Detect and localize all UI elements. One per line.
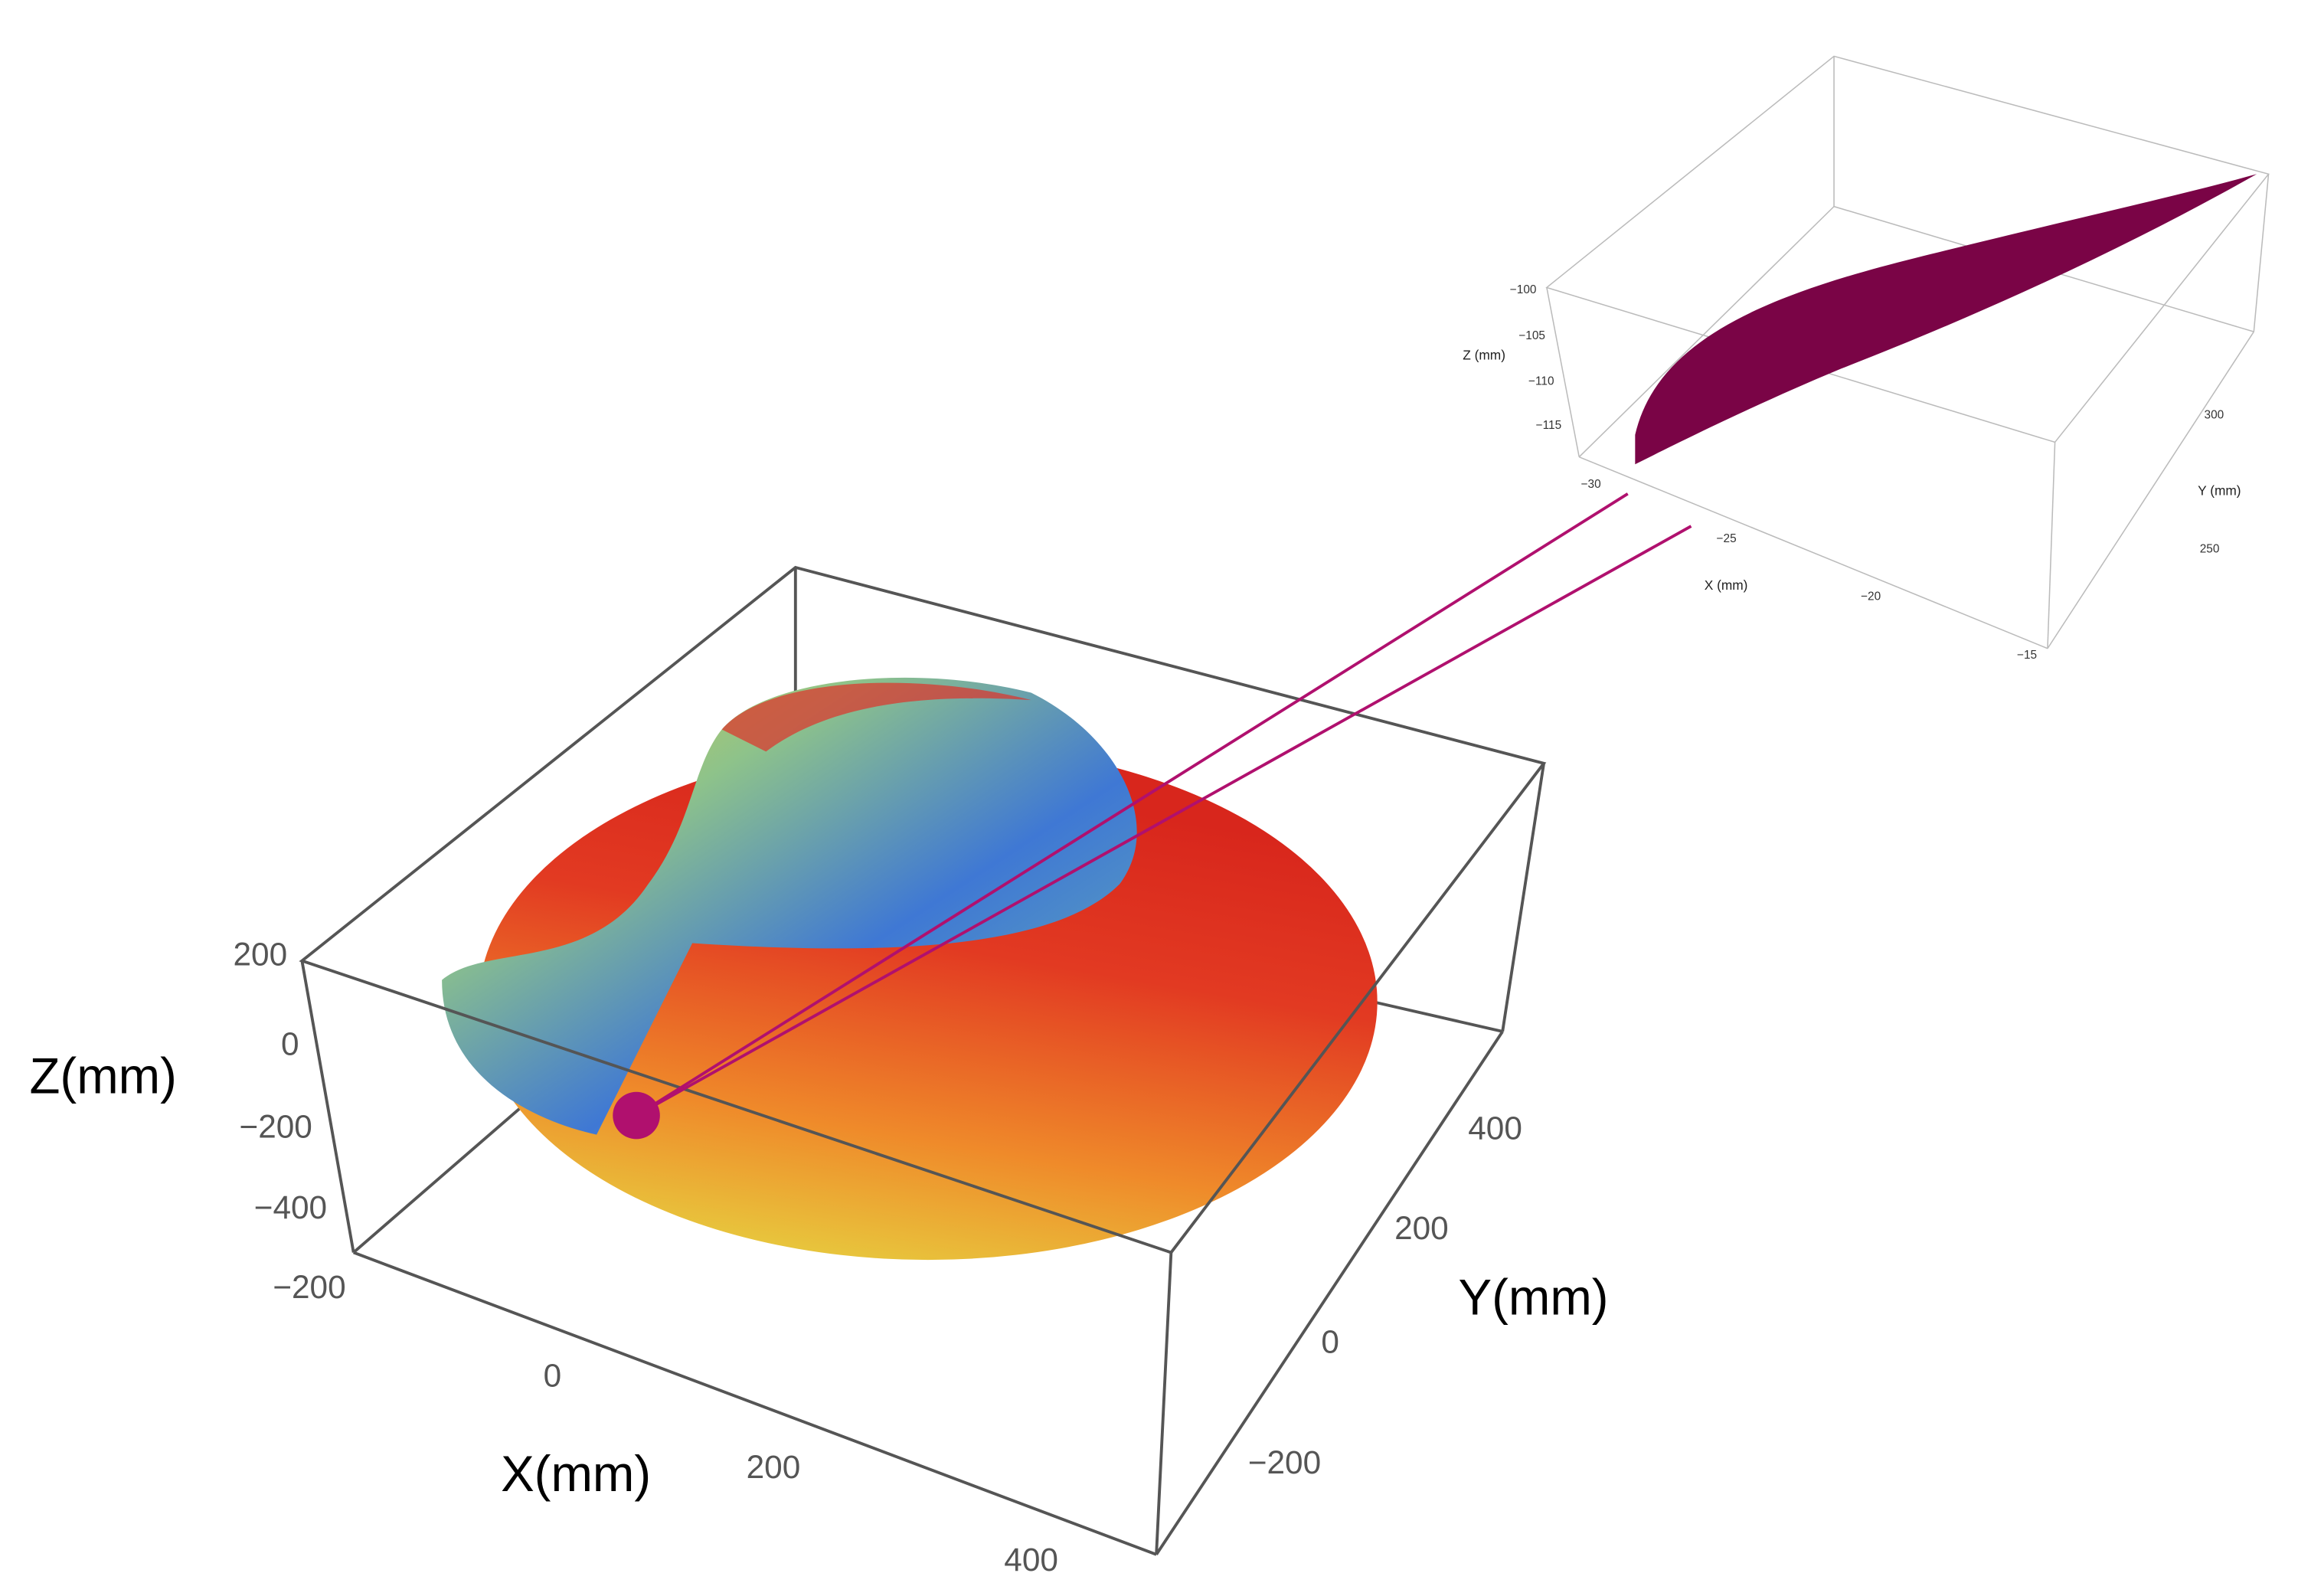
z-tick-label: −200 — [240, 1108, 312, 1144]
surface — [442, 677, 1378, 1261]
box-edge — [2047, 442, 2056, 649]
box-edge — [2047, 331, 2254, 649]
x-axis-label: X(mm) — [501, 1446, 651, 1502]
inset-x-tick-label: −30 — [1581, 478, 1601, 491]
x-tick-label: 200 — [747, 1449, 801, 1485]
inset-z-tick-label: −100 — [1510, 283, 1537, 296]
y-tick-label: 200 — [1394, 1210, 1449, 1246]
box-top — [1545, 55, 2270, 443]
inset-x-tick-label: −15 — [2017, 649, 2037, 662]
box-edge — [1155, 1252, 1173, 1555]
box-edge — [2253, 174, 2270, 332]
y-tick-label: −200 — [1248, 1444, 1321, 1480]
connector-line — [636, 525, 1692, 1117]
z-axis-label: Z(mm) — [29, 1048, 176, 1104]
inset-y-tick-label: 300 — [2205, 409, 2224, 422]
z-tick-label: −400 — [254, 1189, 327, 1225]
inset-z-axis-label: Z (mm) — [1463, 348, 1505, 363]
x-tick-label: 0 — [544, 1358, 562, 1394]
inset-y-axis-label: Y (mm) — [2198, 483, 2241, 499]
box-edge — [353, 1251, 1157, 1556]
box-edge — [1546, 287, 1580, 457]
z-tick-label: 0 — [281, 1026, 299, 1062]
surface-inner — [442, 677, 1137, 1135]
inset-z-tick-label: −105 — [1518, 329, 1545, 342]
inset-x-axis-label: X (mm) — [1705, 577, 1748, 593]
y-tick-label: 0 — [1321, 1323, 1339, 1359]
inset-surface — [1635, 174, 2257, 465]
box-edge — [1578, 456, 2048, 649]
inset-x-tick-label: −25 — [1717, 532, 1737, 545]
connector-line — [636, 492, 1629, 1117]
highlight-point — [613, 1091, 660, 1140]
x-tick-label: −200 — [273, 1269, 345, 1305]
inset-y-tick-label: 250 — [2200, 543, 2220, 556]
x-tick-label: 400 — [1004, 1542, 1058, 1578]
inset-z-tick-label: −110 — [1528, 374, 1554, 388]
z-tick-label: 200 — [234, 936, 288, 972]
surface-rim — [721, 682, 1031, 752]
y-axis-label: Y(mm) — [1458, 1269, 1608, 1325]
box-edge — [1578, 206, 1835, 458]
inset-x-tick-label: −20 — [1861, 590, 1881, 603]
box-edge — [1501, 763, 1545, 1032]
inset-box — [1545, 55, 2270, 649]
y-tick-label: 400 — [1468, 1110, 1522, 1146]
box-edge — [300, 960, 355, 1253]
main-box-front — [299, 565, 1547, 1556]
inset-z-tick-label: −115 — [1536, 419, 1562, 432]
box-edge — [1155, 1030, 1504, 1555]
